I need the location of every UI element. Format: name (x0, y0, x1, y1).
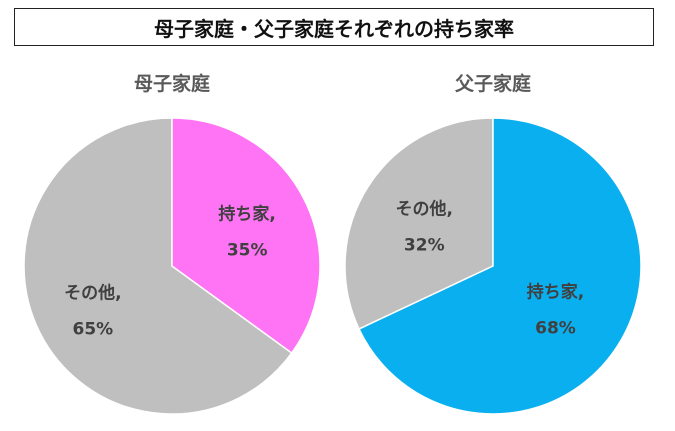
slice-label-name-mother-other: その他, (64, 282, 121, 303)
slice-label-value-mother-own-home: 35% (227, 241, 268, 261)
pie-slice-father-other (344, 117, 494, 331)
slice-label-value-father-other: 32% (404, 235, 445, 255)
pie-slice-mother-own-home (171, 117, 321, 355)
chart-title-father: 父子家庭 (454, 72, 531, 95)
figure-title: 母子家庭・父子家庭それぞれの持ち家率 (14, 8, 654, 46)
pie-slice-father-own-home (358, 117, 642, 415)
slice-label-name-father-other: その他, (396, 198, 453, 219)
slice-label-value-mother-other: 65% (73, 319, 114, 339)
pie-slice-mother-other (23, 117, 293, 415)
slice-label-name-father-own-home: 持ち家, (527, 282, 584, 303)
chart-title-mother: 母子家庭 (134, 72, 210, 95)
slice-label-name-mother-own-home: 持ち家, (218, 204, 275, 225)
slice-label-value-father-own-home: 68% (535, 319, 576, 339)
